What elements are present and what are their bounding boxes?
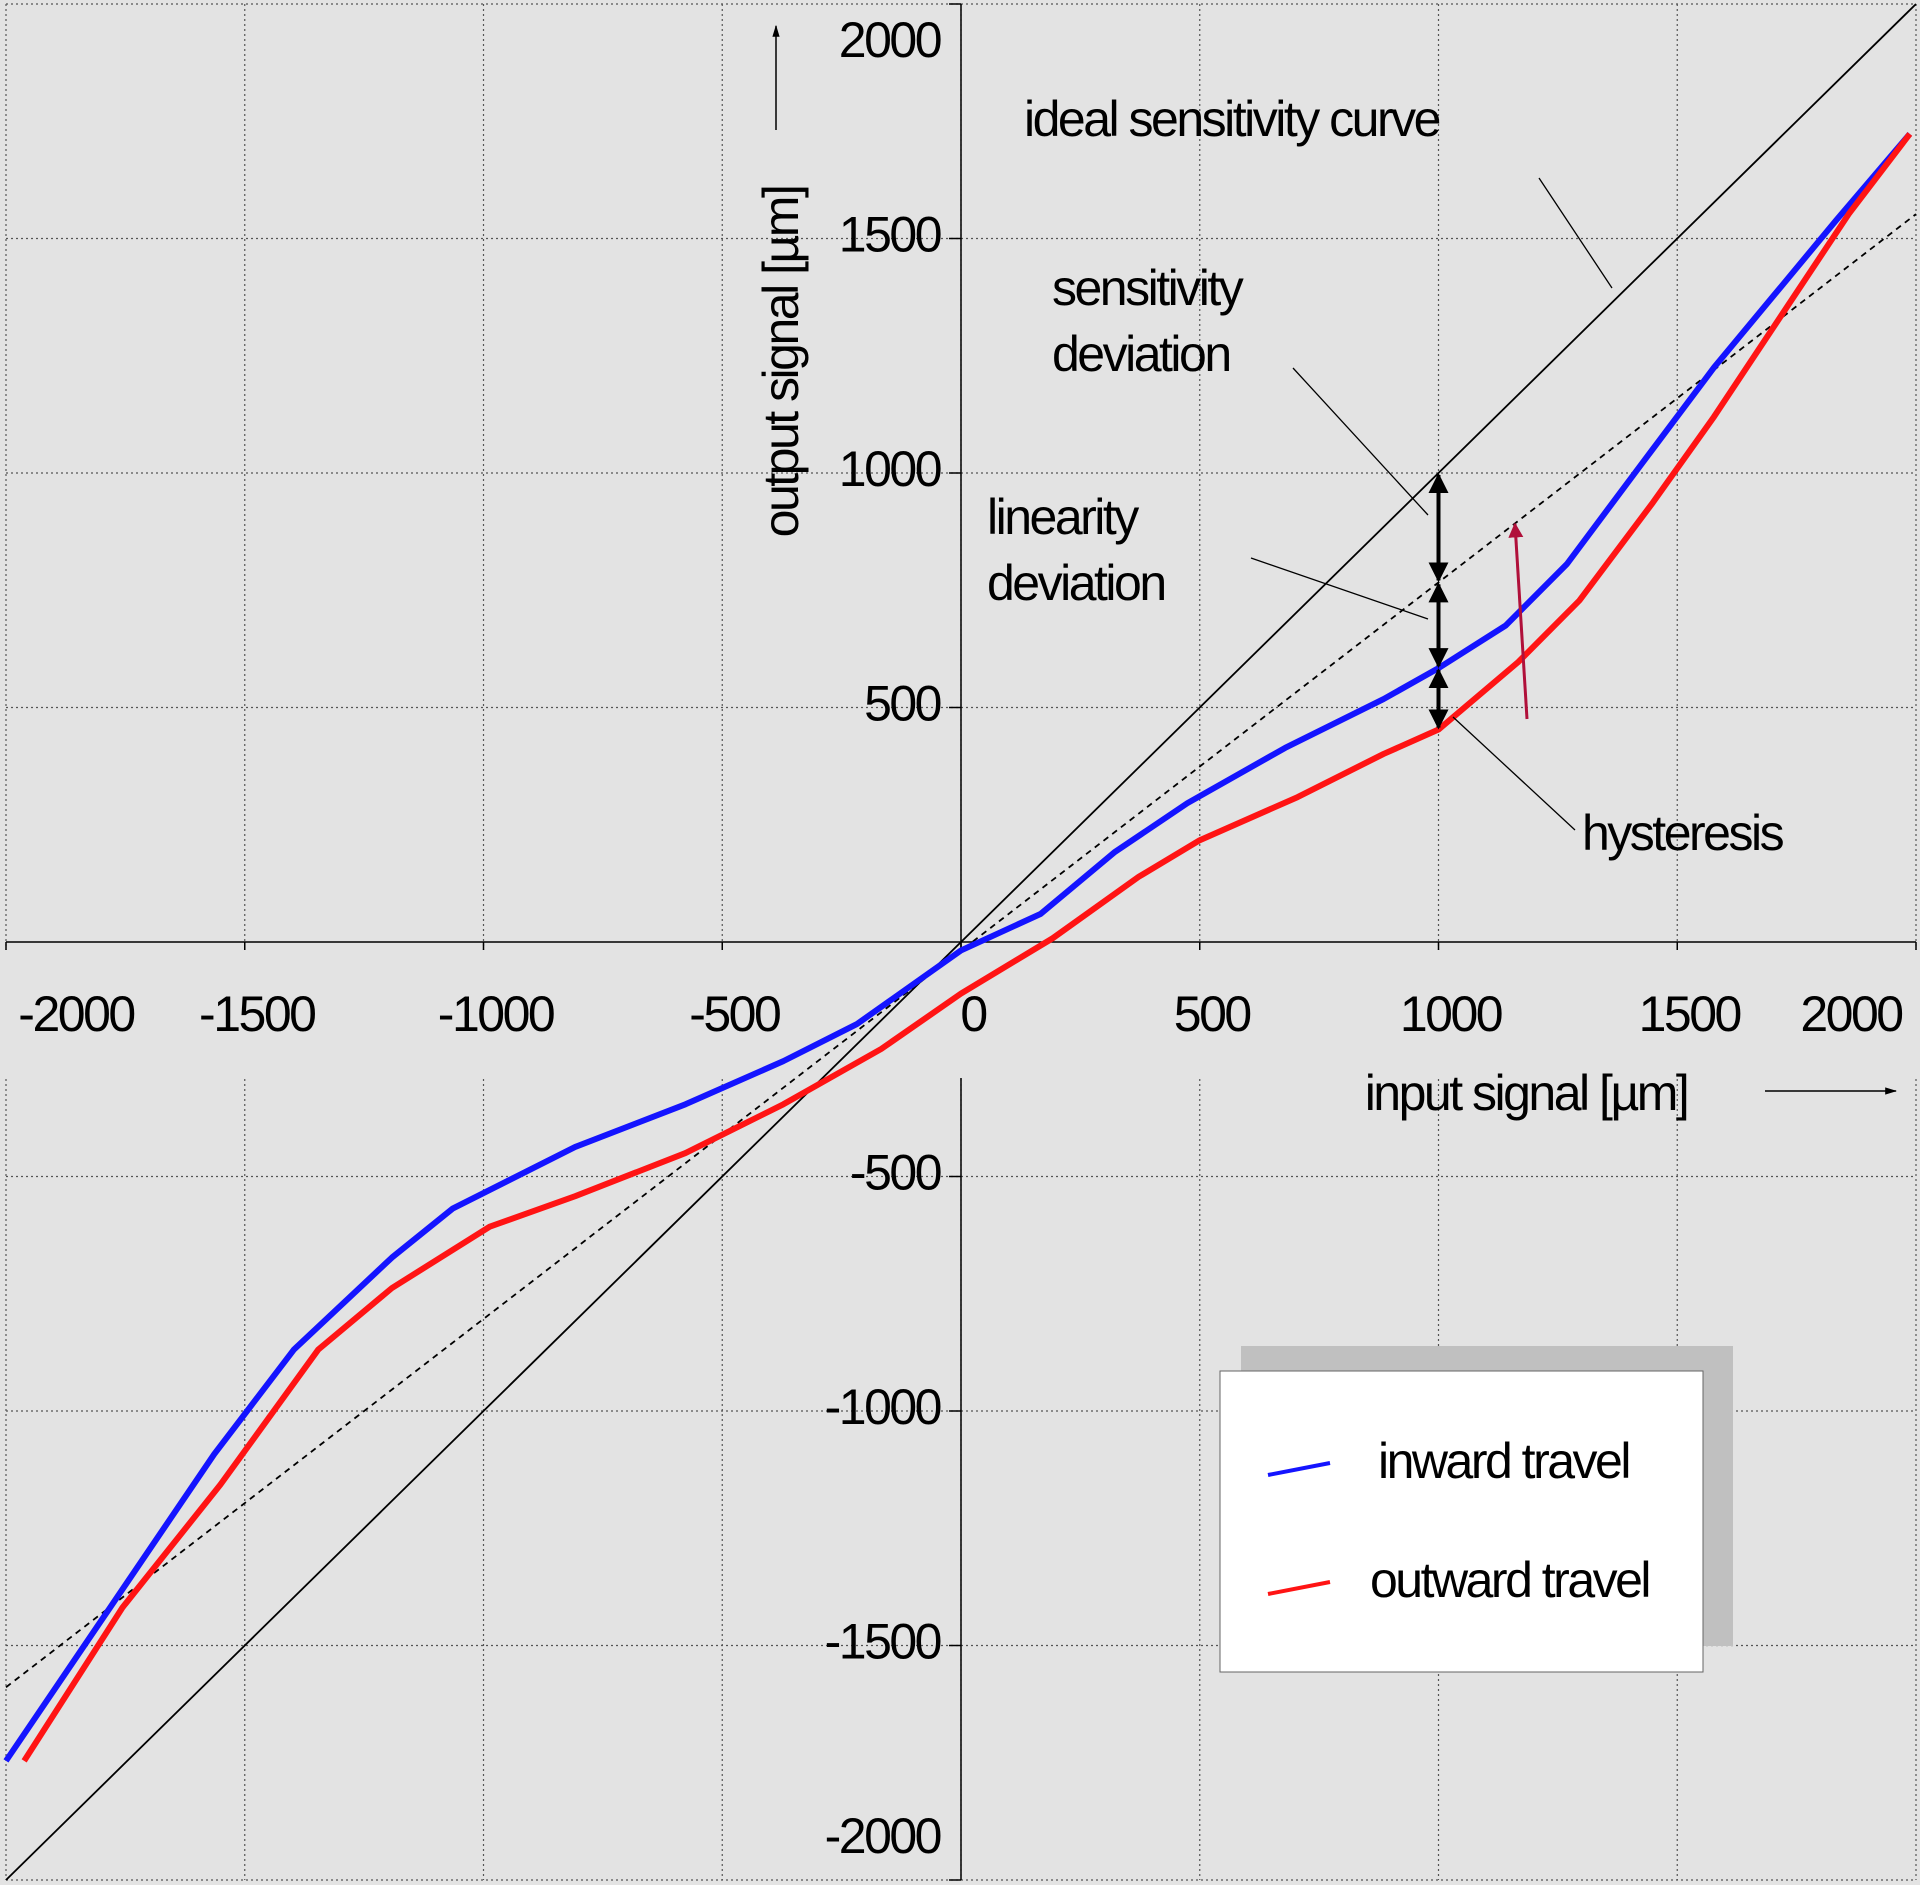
annotation: linearity <box>987 489 1139 545</box>
legend-swatch <box>1267 1461 1331 1477</box>
leader-line <box>1452 716 1576 831</box>
annotation: deviation <box>987 555 1165 611</box>
y-tick-label: 500 <box>864 676 941 732</box>
legend <box>1219 1370 1704 1673</box>
y-tick-label: 2000 <box>839 12 941 68</box>
y-tick-label: 1000 <box>839 441 941 497</box>
reference-line <box>5 3 1917 1881</box>
x-tick-label: -2000 <box>18 986 134 1042</box>
annotation: sensitivity <box>1052 260 1244 316</box>
y-axis-label: output signal [µm] <box>753 187 809 538</box>
legend-label: outward travel <box>1370 1552 1649 1608</box>
leader-line <box>1292 367 1429 516</box>
legend-label: inward travel <box>1378 1433 1629 1489</box>
data-line <box>3 131 1913 1763</box>
x-tick-label: -1000 <box>438 986 554 1042</box>
direction-arrow <box>1508 522 1529 720</box>
y-tick-label: -1000 <box>825 1379 941 1435</box>
legend-swatch <box>1267 1580 1331 1596</box>
y-tick-label: -1500 <box>825 1614 941 1670</box>
x-tick-label: 500 <box>1174 986 1251 1042</box>
x-tick-label: 2000 <box>1800 986 1902 1042</box>
data-line <box>21 132 1913 1763</box>
x-tick-label: -500 <box>689 986 780 1042</box>
leader-line <box>1538 177 1613 289</box>
annotation: ideal sensitivity curve <box>1024 91 1440 147</box>
x-tick-label: 1000 <box>1400 986 1502 1042</box>
x-tick-label: 0 <box>960 986 986 1042</box>
x-tick-label: 1500 <box>1639 986 1741 1042</box>
x-tick-label: -1500 <box>199 986 315 1042</box>
x-axis-label: input signal [µm] <box>1365 1065 1688 1121</box>
y-tick-label: -2000 <box>825 1808 941 1864</box>
annotation: hysteresis <box>1582 805 1784 861</box>
label-band <box>0 950 1920 1078</box>
annotation: deviation <box>1052 326 1230 382</box>
leader-line <box>1250 557 1429 620</box>
y-tick-label: 1500 <box>839 207 941 263</box>
y-tick-label: -500 <box>850 1145 941 1201</box>
